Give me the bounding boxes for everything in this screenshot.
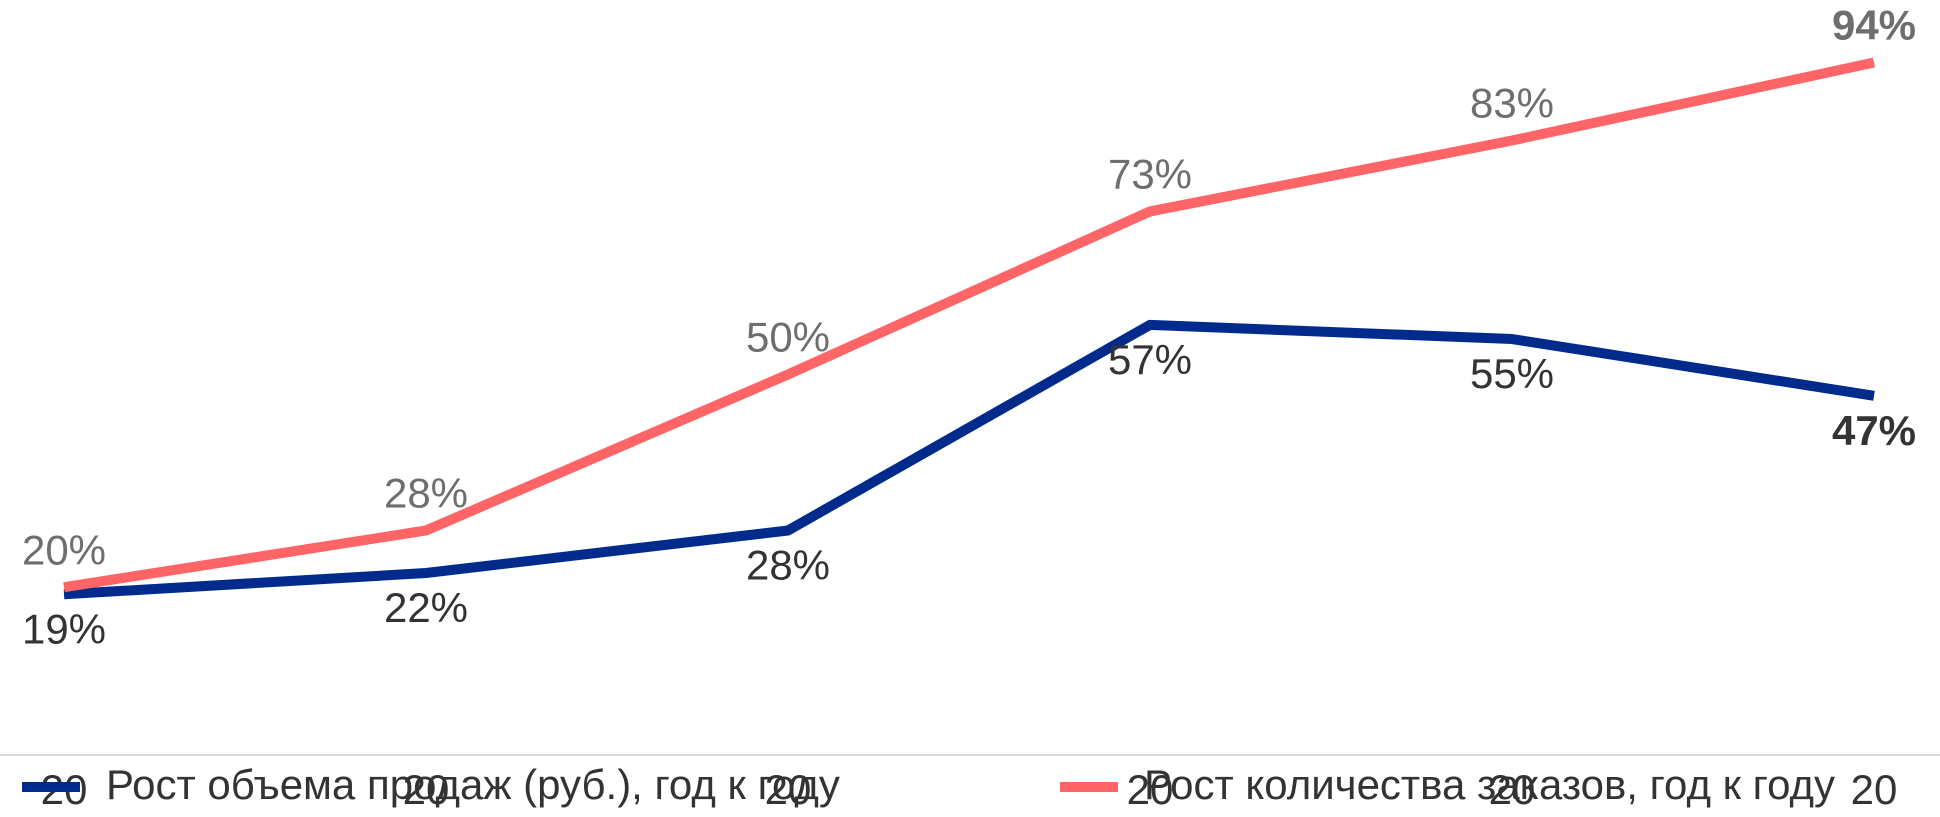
data-label: 28%: [746, 542, 830, 589]
data-label: 47%: [1832, 407, 1916, 454]
data-label: 55%: [1470, 350, 1554, 397]
data-label: 83%: [1470, 80, 1554, 127]
data-label: 28%: [384, 470, 468, 517]
series-line: [63, 57, 1876, 593]
data-label: 19%: [22, 605, 106, 652]
data-label: 94%: [1832, 2, 1916, 49]
x-tick-label: 20: [1489, 766, 1536, 813]
legend-label: Рост объема продаж (руб.), год к году: [106, 761, 840, 808]
x-tick-label: 20: [1127, 766, 1174, 813]
x-tick-label: 20: [1851, 766, 1898, 813]
data-label: 57%: [1108, 336, 1192, 383]
x-tick-label: 20: [403, 766, 450, 813]
x-tick-label: 20: [765, 766, 812, 813]
data-label: 73%: [1108, 151, 1192, 198]
data-label: 22%: [384, 584, 468, 631]
data-label: 20%: [22, 526, 106, 573]
legend-label: Рост количества заказов, год к году: [1144, 761, 1835, 808]
series-line: [63, 319, 1875, 600]
data-label: 50%: [746, 314, 830, 361]
